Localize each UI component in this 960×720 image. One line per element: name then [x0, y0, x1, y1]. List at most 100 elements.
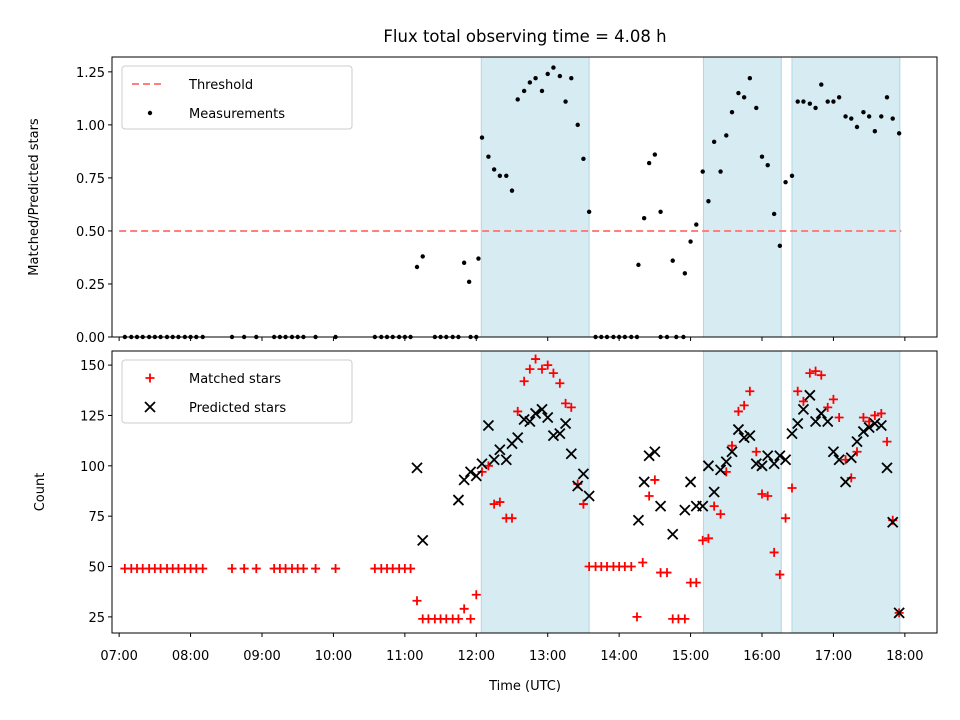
x-tick-label: 13:00: [529, 649, 566, 664]
matched-point: [781, 513, 791, 523]
legend-marker: [144, 401, 156, 413]
measurement-point: [854, 124, 860, 130]
measurement-point: [688, 239, 693, 244]
matched-point: [406, 564, 416, 574]
matched-point: [858, 412, 868, 422]
predicted-point: [797, 403, 810, 416]
observing-interval: [702, 56, 782, 338]
matched-point: [555, 378, 565, 388]
matched-point: [680, 614, 690, 624]
matched-point: [727, 441, 737, 451]
matched-point: [811, 366, 821, 376]
measurement-point: [736, 90, 741, 96]
matched-point: [828, 394, 838, 404]
measurement-point: [711, 139, 717, 145]
predicted-point: [708, 486, 720, 498]
measurement-point: [771, 211, 777, 217]
measurement-point: [831, 99, 836, 104]
x-tick-label: 17:00: [815, 649, 852, 664]
predicted-point: [744, 429, 756, 442]
legend-label: Threshold: [188, 78, 253, 93]
count-panel: 25 50 75 100 125 150 07:00 08:00 09:00 10:00 11:00…: [33, 350, 938, 664]
matched-point: [566, 402, 576, 412]
measurement-point: [789, 173, 795, 178]
matched-point: [691, 578, 701, 588]
matched-point: [331, 564, 341, 574]
matched-point: [823, 402, 833, 412]
x-tick-label: 10:00: [315, 649, 352, 664]
predicted-point: [851, 436, 863, 448]
y-tick-label: 0.75: [76, 172, 105, 187]
legend-label: Measurements: [189, 107, 285, 122]
y-tick-label: 1.00: [76, 119, 105, 134]
x-tick-label: 11:00: [386, 649, 423, 664]
measurement-point: [836, 95, 842, 100]
measurement-point: [872, 129, 878, 134]
matched-point: [471, 590, 481, 600]
axes-frame: [111, 350, 938, 634]
matched-point: [745, 386, 755, 396]
y-tick-label: 0.25: [76, 278, 105, 293]
predicted-point: [577, 468, 590, 480]
measurement-point: [813, 105, 818, 111]
measurement-point: [557, 73, 563, 79]
predicted-point: [417, 534, 429, 546]
predicted-point: [464, 466, 477, 478]
matched-point: [709, 501, 719, 511]
matched-point: [525, 364, 535, 374]
x-tick-label: 09:00: [243, 649, 280, 664]
predicted-point: [697, 500, 709, 512]
x-tick-label: 15:00: [672, 649, 709, 664]
legend-marker: [147, 110, 153, 116]
measurement-point: [420, 254, 425, 259]
observing-interval: [480, 350, 590, 634]
measurement-point: [866, 114, 872, 119]
predicted-point: [458, 474, 470, 486]
predicted-point: [542, 411, 554, 424]
matched-point: [870, 410, 880, 420]
predicted-point: [494, 444, 506, 456]
predicted-point: [470, 470, 482, 482]
matched-point: [489, 499, 499, 509]
measurement-point: [563, 99, 568, 104]
measurement-point: [575, 122, 580, 128]
legend-box: [121, 65, 353, 130]
measurement-point: [861, 109, 866, 115]
predicted-point: [679, 504, 691, 516]
observing-interval: [791, 350, 901, 634]
matched-point: [483, 461, 493, 471]
legend-box: [121, 359, 353, 424]
measurement-point: [890, 116, 895, 121]
measurement-point: [879, 114, 884, 119]
predicted-point: [411, 462, 423, 474]
predicted-point: [875, 419, 887, 432]
y-tick-label: 1.25: [76, 66, 105, 81]
measurement-point: [759, 154, 765, 159]
predicted-point: [512, 431, 524, 444]
matched-point: [578, 499, 588, 509]
legend: Threshold Measurements: [121, 65, 353, 130]
observing-interval: [480, 56, 590, 338]
matched-point: [751, 447, 761, 457]
predicted-point: [547, 429, 560, 442]
matched-point: [239, 564, 249, 574]
measurement-point: [670, 258, 675, 263]
measurement-point: [783, 179, 788, 185]
predicted-point: [684, 476, 697, 488]
predicted-point: [565, 448, 577, 460]
predicted-point: [827, 446, 840, 458]
measurement-point: [569, 76, 574, 81]
x-tick-label: 14:00: [600, 649, 637, 664]
measurement-point: [747, 76, 753, 81]
y-tick-label: 150: [80, 359, 105, 374]
predicted-point: [732, 423, 745, 436]
matched-point: [548, 368, 558, 378]
matched-point: [763, 491, 773, 501]
predicted-point: [804, 389, 816, 401]
measurement-point: [765, 162, 770, 168]
predicted-point: [845, 452, 857, 464]
matched-point: [739, 400, 749, 410]
matched-point: [298, 564, 308, 574]
legend-marker: [145, 373, 155, 383]
y-tick-label: 0.00: [76, 331, 105, 346]
